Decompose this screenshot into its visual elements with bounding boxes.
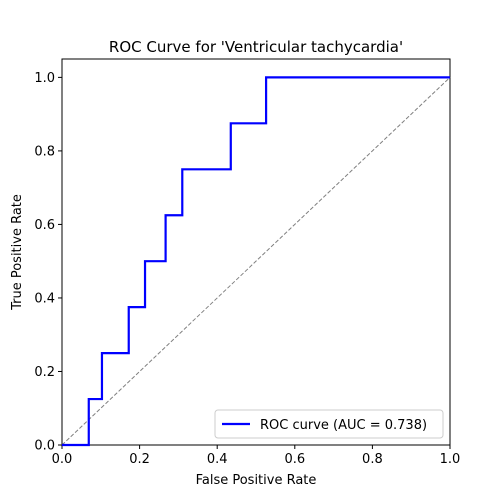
- x-axis: 0.0 0.2 0.4 0.6 0.8 1.0: [52, 445, 461, 467]
- chart-title: ROC Curve for 'Ventricular tachycardia': [109, 38, 403, 56]
- y-tick-label: 0.2: [34, 365, 55, 380]
- y-tick-label: 1.0: [34, 71, 55, 86]
- y-tick-label: 0.4: [34, 291, 55, 306]
- series-layer: [61, 76, 451, 447]
- x-tick-label: 0.6: [284, 452, 305, 467]
- x-tick-label: 0.0: [52, 452, 73, 467]
- x-tick-label: 0.4: [207, 452, 228, 467]
- y-axis-label: True Positive Rate: [10, 194, 25, 311]
- x-tick-label: 1.0: [440, 452, 461, 467]
- x-axis-label: False Positive Rate: [196, 473, 317, 488]
- y-axis: 0.0 0.2 0.4 0.6 0.8 1.0: [34, 71, 62, 454]
- x-tick-label: 0.2: [129, 452, 150, 467]
- y-tick-label: 0.0: [34, 439, 55, 454]
- chance-diagonal-line: [61, 77, 451, 446]
- y-tick-label: 0.8: [34, 144, 55, 159]
- plot-area: [61, 58, 451, 446]
- roc-curve-line: [62, 76, 450, 447]
- legend-label-roc: ROC curve (AUC = 0.738): [260, 418, 427, 433]
- legend: ROC curve (AUC = 0.738): [214, 409, 444, 439]
- legend-box: [214, 409, 444, 439]
- y-tick-label: 0.6: [34, 218, 55, 233]
- x-tick-label: 0.8: [362, 452, 383, 467]
